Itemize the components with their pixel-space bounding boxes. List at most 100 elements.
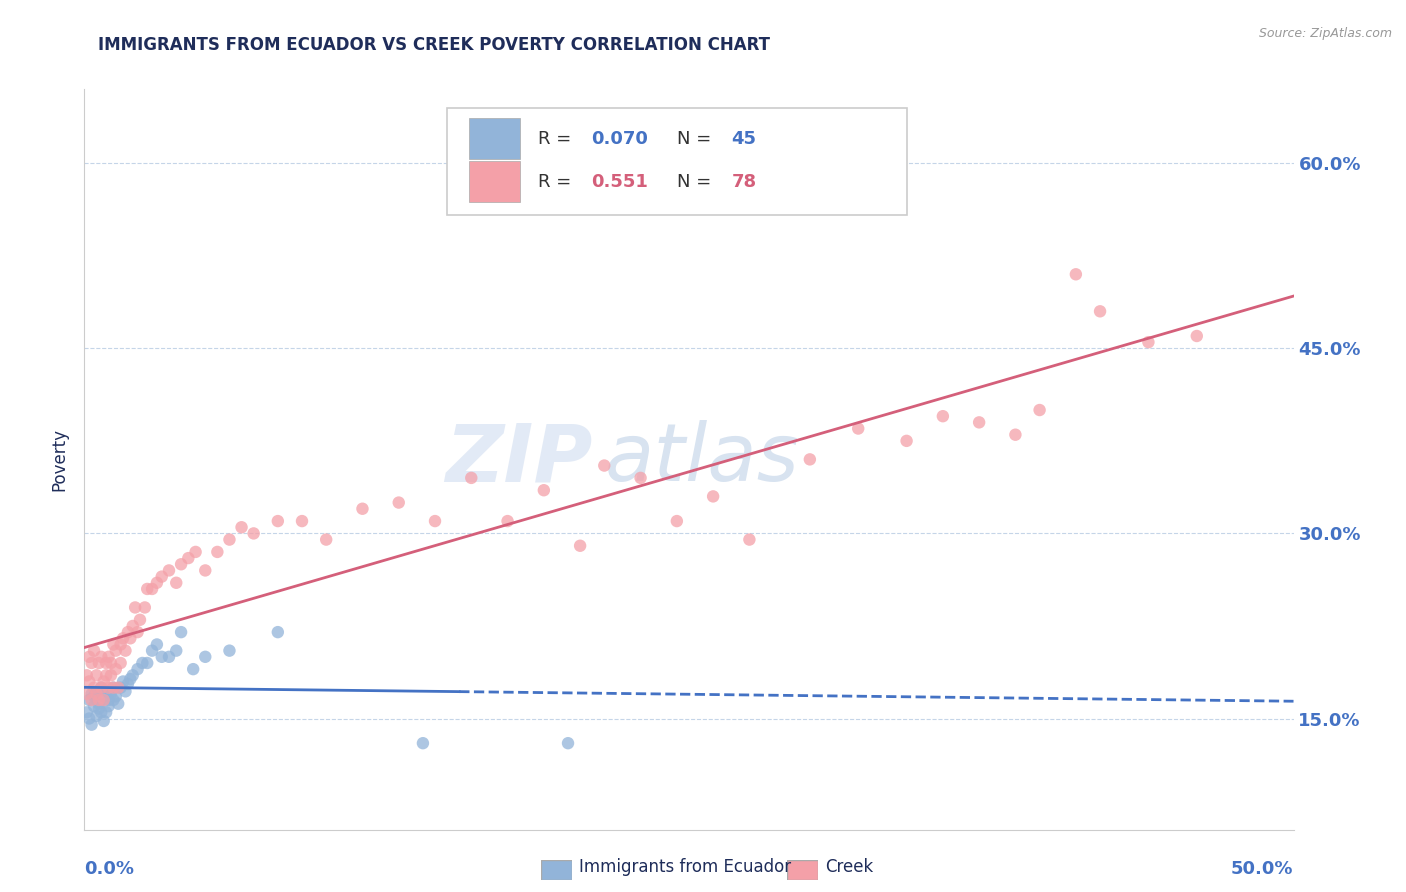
Point — [1064, 268, 1087, 282]
Point — [127, 625, 149, 640]
Point — [121, 668, 143, 682]
Point — [103, 693, 125, 707]
FancyBboxPatch shape — [447, 108, 907, 215]
Text: 45: 45 — [731, 130, 756, 148]
Point — [94, 656, 117, 670]
Point — [157, 649, 180, 664]
Point — [150, 569, 173, 583]
Point — [129, 613, 152, 627]
Point — [103, 681, 125, 695]
Point — [184, 545, 207, 559]
Point — [267, 514, 290, 528]
Point — [242, 526, 264, 541]
Point — [194, 564, 217, 578]
Point — [194, 649, 217, 664]
Point — [76, 668, 98, 682]
Point — [218, 533, 240, 547]
Point — [267, 625, 290, 640]
Point — [846, 421, 869, 435]
Text: 78: 78 — [731, 173, 756, 191]
Point — [114, 684, 136, 698]
Point — [665, 514, 688, 528]
Point — [110, 681, 132, 695]
Text: atlas: atlas — [605, 420, 799, 499]
Point — [896, 434, 918, 448]
Y-axis label: Poverty: Poverty — [51, 428, 69, 491]
Point — [87, 656, 110, 670]
Point — [124, 600, 146, 615]
Point — [107, 681, 129, 695]
Bar — [468, 119, 520, 159]
Point — [134, 600, 156, 615]
Point — [702, 489, 724, 503]
Point — [104, 690, 127, 704]
Point — [77, 693, 100, 707]
Text: R =: R = — [538, 130, 576, 148]
Point — [170, 558, 193, 572]
Point — [94, 684, 117, 698]
Point — [352, 501, 374, 516]
Point — [141, 582, 163, 596]
Point — [136, 582, 159, 596]
Point — [146, 638, 169, 652]
Point — [103, 681, 125, 695]
Point — [117, 625, 139, 640]
Point — [218, 643, 240, 657]
Point — [80, 687, 103, 701]
Point — [100, 656, 122, 670]
Point — [165, 643, 187, 657]
Point — [120, 632, 142, 646]
Point — [86, 668, 108, 682]
Text: 0.551: 0.551 — [591, 173, 648, 191]
Text: N =: N = — [676, 130, 717, 148]
Text: ZIP: ZIP — [444, 420, 592, 499]
Point — [86, 687, 108, 701]
Point — [157, 564, 180, 578]
Point — [177, 551, 200, 566]
Point — [97, 699, 120, 714]
Text: N =: N = — [676, 173, 717, 191]
Text: IMMIGRANTS FROM ECUADOR VS CREEK POVERTY CORRELATION CHART: IMMIGRANTS FROM ECUADOR VS CREEK POVERTY… — [98, 36, 770, 54]
Point — [423, 514, 446, 528]
Point — [90, 681, 112, 695]
Point — [83, 681, 105, 695]
Point — [100, 668, 122, 682]
Point — [110, 638, 132, 652]
Point — [112, 674, 135, 689]
Point — [83, 643, 105, 657]
Text: 0.070: 0.070 — [591, 130, 648, 148]
Point — [231, 520, 253, 534]
Point — [1137, 335, 1160, 350]
Point — [87, 693, 110, 707]
Point — [141, 643, 163, 657]
Point — [86, 709, 108, 723]
Point — [93, 693, 115, 707]
Point — [460, 471, 482, 485]
Point — [103, 638, 125, 652]
Point — [412, 736, 434, 750]
Point — [83, 699, 105, 714]
Point — [90, 649, 112, 664]
Point — [94, 668, 117, 682]
Point — [165, 575, 187, 590]
Point — [90, 706, 112, 720]
Point — [114, 643, 136, 657]
Point — [76, 706, 98, 720]
Point — [127, 662, 149, 676]
Text: Immigrants from Ecuador: Immigrants from Ecuador — [579, 858, 792, 876]
Text: Source: ZipAtlas.com: Source: ZipAtlas.com — [1258, 27, 1392, 40]
Point — [77, 712, 100, 726]
Point — [315, 533, 337, 547]
Point — [83, 690, 105, 704]
Point — [77, 649, 100, 664]
Text: Creek: Creek — [825, 858, 873, 876]
Point — [496, 514, 519, 528]
Point — [110, 656, 132, 670]
Point — [112, 632, 135, 646]
Point — [630, 471, 652, 485]
Point — [97, 649, 120, 664]
Point — [593, 458, 616, 473]
Point — [557, 736, 579, 750]
Text: 0.0%: 0.0% — [84, 861, 135, 879]
Point — [932, 409, 955, 424]
